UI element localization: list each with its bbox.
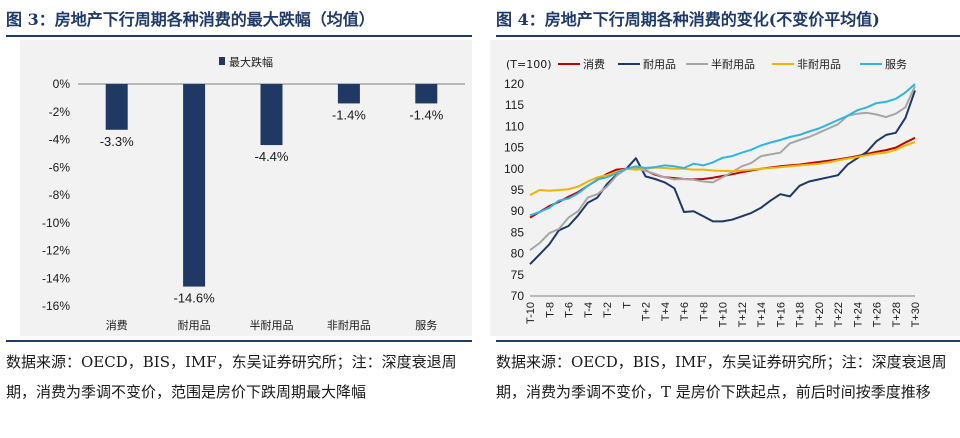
y-tick-label: -12% xyxy=(42,244,70,258)
left-figure-title: 图 3：房地产下行周期各种消费的最大跌幅（均值） xyxy=(6,10,375,29)
bar-value-label: -3.3% xyxy=(100,134,134,149)
x-tick-label: T xyxy=(621,302,633,309)
bar-value-label: -1.4% xyxy=(332,107,366,122)
left-note-rule xyxy=(6,340,472,342)
y-tick-label: 115 xyxy=(505,98,524,112)
category-label: 半耐用品 xyxy=(250,318,294,332)
bar xyxy=(260,84,283,146)
y-tick-label: -14% xyxy=(42,271,70,285)
legend-label: 服务 xyxy=(885,58,907,71)
x-tick-label: T+16 xyxy=(775,302,787,327)
y-tick-label: 100 xyxy=(504,162,524,176)
series-line xyxy=(529,83,916,217)
legend-swatch xyxy=(219,57,225,65)
y-tick-label: 85 xyxy=(511,225,525,239)
y-tick-label: -10% xyxy=(42,216,70,230)
bar xyxy=(337,84,360,104)
right-note-rule xyxy=(496,340,960,342)
y-tick-label: 105 xyxy=(504,141,524,155)
x-tick-label: T+22 xyxy=(833,302,845,327)
line-chart: (T=100) 消费 耐用品 半耐用品 非耐用品 服务 70 75 80 85 90 95 100 105… xyxy=(504,57,922,327)
y-tick-label: -2% xyxy=(49,105,71,119)
bar-value-label: -14.6% xyxy=(173,291,215,306)
y-tick-label: 90 xyxy=(511,204,525,218)
x-tick-label: T+12 xyxy=(737,302,749,327)
x-tick-label: T-10 xyxy=(525,302,537,324)
y-tick-label: 0% xyxy=(53,77,71,91)
left-chart-background xyxy=(20,40,472,336)
x-tick-label: T+10 xyxy=(718,302,730,327)
right-figure-title: 图 4：房地产下行周期各种消费的变化(不变价平均值) xyxy=(496,10,880,29)
category-label: 消费 xyxy=(106,318,128,332)
legend-label: 耐用品 xyxy=(643,58,676,71)
x-tick-label: T+2 xyxy=(641,302,653,321)
x-tick-label: T+26 xyxy=(872,302,884,327)
x-tick-label: T-6 xyxy=(564,302,576,318)
x-tick-label: T+24 xyxy=(852,302,864,327)
right-title-rule xyxy=(496,35,960,37)
y-tick-label: 120 xyxy=(504,77,524,91)
x-tick-label: T+18 xyxy=(795,302,807,327)
x-tick-label: T+20 xyxy=(814,302,826,327)
legend-label: 消费 xyxy=(583,57,605,71)
x-tick-label: T+8 xyxy=(698,302,710,321)
y-tick-label: -4% xyxy=(49,133,71,147)
y-tick-label: -6% xyxy=(49,160,71,174)
x-tick-label: T-4 xyxy=(583,302,595,318)
right-figure-note: 数据来源：OECD，BIS，IMF，东吴证券研究所；注：深度衰退周期，消费为季调… xyxy=(496,353,947,401)
legend-label: 非耐用品 xyxy=(797,58,841,71)
series-line xyxy=(529,90,916,265)
x-tick-label: T+6 xyxy=(679,302,691,321)
y-tick-label: 80 xyxy=(511,247,525,261)
series-line xyxy=(529,141,916,196)
right-figure-panel: 图 4：房地产下行周期各种消费的变化(不变价平均值) (T=100) 消费 耐用品 半… xyxy=(490,0,960,438)
y-tick-label: 70 xyxy=(511,289,525,303)
bar xyxy=(415,84,438,104)
category-label: 服务 xyxy=(415,319,437,332)
legend-label: 半耐用品 xyxy=(711,57,755,71)
x-tick-label: T+30 xyxy=(910,302,922,327)
y-tick-label: 95 xyxy=(511,183,525,197)
y-tick-label: 75 xyxy=(511,268,525,282)
x-tick-label: T+28 xyxy=(891,302,903,327)
unit-label: (T=100) xyxy=(506,58,552,71)
left-title-rule xyxy=(6,35,472,37)
x-tick-label: T+14 xyxy=(756,302,768,327)
y-tick-label: 110 xyxy=(505,119,524,133)
x-tick-label: T+4 xyxy=(660,302,672,321)
left-figure-panel: 图 3：房地产下行周期各种消费的最大跌幅（均值） 最大跌幅 0% -2% -4% -6%… xyxy=(0,0,472,438)
bar xyxy=(183,84,206,287)
x-tick-label: T-2 xyxy=(602,302,614,318)
y-tick-label: -16% xyxy=(42,299,70,313)
legend-label: 最大跌幅 xyxy=(229,55,273,69)
left-figure-note: 数据来源：OECD，BIS，IMF，东吴证券研究所；注：深度衰退周期，消费为季调… xyxy=(6,353,457,401)
x-tick-label: T-8 xyxy=(544,302,556,318)
category-label: 非耐用品 xyxy=(327,319,371,332)
bar xyxy=(105,84,128,130)
right-chart-background xyxy=(490,40,960,336)
bar-value-label: -4.4% xyxy=(255,149,289,164)
y-tick-label: -8% xyxy=(49,188,71,202)
category-label: 耐用品 xyxy=(178,319,211,332)
bar-value-label: -1.4% xyxy=(409,107,443,122)
bar-chart: 最大跌幅 0% -2% -4% -6% -8% -10% -12% -14% -16% -3.3% 消… xyxy=(42,55,465,332)
